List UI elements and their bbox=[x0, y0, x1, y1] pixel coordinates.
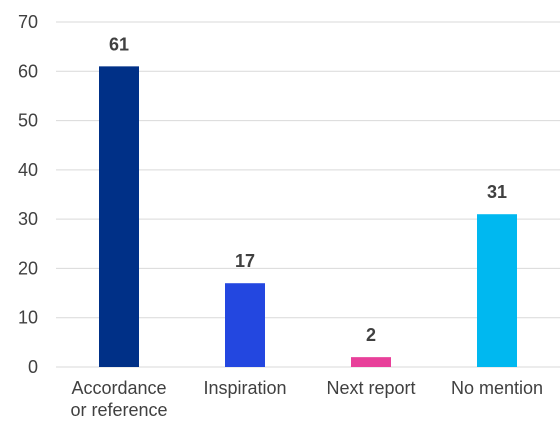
y-tick-label: 40 bbox=[18, 160, 38, 180]
category-label: Next report bbox=[326, 378, 415, 398]
gridlines bbox=[56, 21, 560, 368]
y-axis-tick-labels: 0 10 20 30 40 50 60 70 bbox=[18, 12, 38, 377]
category-label: No mention bbox=[451, 378, 543, 398]
category-label: Inspiration bbox=[203, 378, 286, 398]
bar bbox=[351, 357, 391, 367]
y-tick-label: 30 bbox=[18, 209, 38, 229]
y-tick-label: 0 bbox=[28, 357, 38, 377]
data-label: 17 bbox=[235, 251, 255, 271]
data-label: 2 bbox=[366, 325, 376, 345]
y-tick-label: 20 bbox=[18, 258, 38, 278]
category-label: Accordance bbox=[71, 378, 166, 398]
data-labels: 61 17 2 31 bbox=[109, 34, 507, 345]
bar bbox=[225, 283, 265, 367]
data-label: 61 bbox=[109, 34, 129, 54]
bar bbox=[99, 66, 139, 367]
bars bbox=[99, 66, 517, 367]
category-label: or reference bbox=[70, 400, 167, 420]
y-tick-label: 50 bbox=[18, 111, 38, 131]
bar bbox=[477, 214, 517, 367]
data-label: 31 bbox=[487, 182, 507, 202]
y-tick-label: 70 bbox=[18, 12, 38, 32]
y-tick-label: 10 bbox=[18, 308, 38, 328]
y-tick-label: 60 bbox=[18, 61, 38, 81]
